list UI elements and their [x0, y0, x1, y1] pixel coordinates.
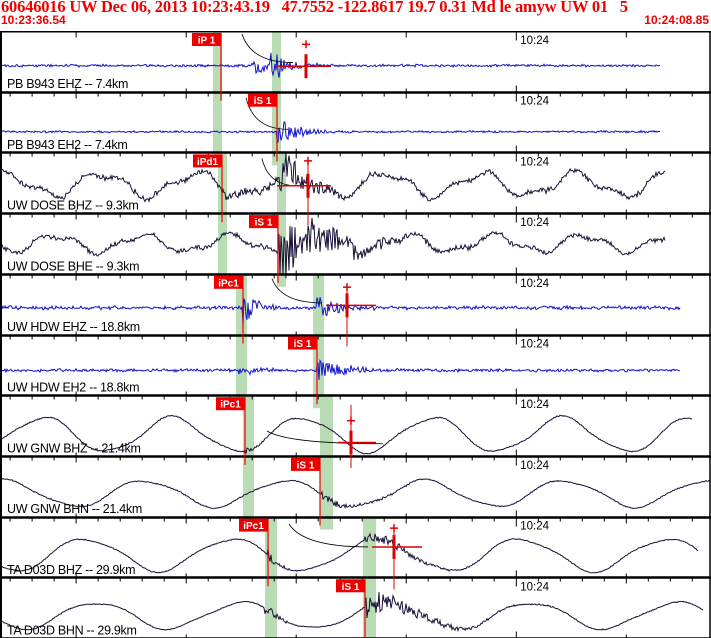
- pick-flag[interactable]: iS 1: [336, 579, 366, 638]
- pick-window-band: [320, 396, 333, 469]
- trace-row[interactable]: [1, 278, 681, 325]
- trace-row[interactable]: [1, 218, 666, 279]
- pick-label: iPc1: [220, 400, 241, 411]
- pick-window-band: [213, 32, 222, 105]
- window-end-time: 10:24:08.85: [644, 13, 709, 27]
- pick-label: iPd1: [197, 157, 219, 168]
- pick-flag[interactable]: iP 1: [192, 33, 222, 101]
- pick-flag[interactable]: iPc1: [239, 518, 269, 587]
- trace-row[interactable]: [1, 153, 666, 203]
- predicted-arrival-curve: [271, 278, 323, 304]
- station-channel-label: UW GNW BHZ -- 21.4km: [7, 441, 141, 455]
- station-channel-label: UW HDW EH2 -- 18.8km: [7, 381, 139, 395]
- pick-window-band: [363, 517, 376, 591]
- pick-window-band: [320, 456, 333, 530]
- station-channel-label: UW HDW EHZ -- 18.8km: [7, 320, 140, 334]
- pick-label: iS 1: [255, 218, 273, 229]
- trace-row[interactable]: [1, 478, 711, 510]
- pick-window-band: [313, 274, 324, 348]
- trace-row[interactable]: [2, 592, 704, 633]
- amplitude-marker: [372, 524, 422, 590]
- pick-label: iS 1: [254, 96, 272, 107]
- predicted-arrival-curve: [241, 33, 294, 63]
- panel-time-label: 10:24: [520, 399, 549, 411]
- station-channel-label: UW DOSE BHZ -- 9.3km: [7, 199, 139, 213]
- panel-time-label: 10:24: [520, 278, 549, 290]
- seismogram-waveform: [1, 121, 661, 143]
- station-channel-label: PB B943 EH2 -- 7.4km: [7, 138, 127, 152]
- seismogram-waveform: [1, 478, 711, 510]
- pick-flag[interactable]: iPd1: [193, 154, 223, 223]
- station-channel-label: TA D03D BHZ -- 29.9km: [7, 563, 135, 577]
- event-header: 60646016 UW Dec 06, 2013 10:23:43.19 47.…: [1, 0, 628, 16]
- seismogram-waveform: [1, 52, 661, 78]
- pick-window-band: [213, 92, 222, 166]
- amplitude-marker: [326, 283, 376, 347]
- panel-time-label: 10:24: [520, 96, 549, 108]
- waveform-display[interactable]: 10:24 iP 1 PB B943 EHZ -- 7.4km 10:24 iS 1 PB…: [0, 31, 711, 638]
- pick-window-band: [277, 214, 286, 287]
- station-channel-label: UW GNW BHN -- 21.4km: [7, 502, 142, 516]
- pick-window-band: [218, 214, 227, 287]
- pick-flag[interactable]: iPc1: [216, 397, 246, 465]
- amplitude-marker: [338, 404, 376, 468]
- station-channel-label: PB B943 EHZ -- 7.4km: [7, 77, 128, 91]
- pick-flag[interactable]: iPc1: [214, 275, 244, 344]
- station-channel-label: UW DOSE BHE -- 9.3km: [7, 259, 139, 273]
- seismogram-waveform: [1, 359, 681, 381]
- predicted-arrival-curve: [266, 430, 384, 445]
- pick-label: iPc1: [218, 278, 239, 289]
- pick-flag[interactable]: iS 1: [248, 93, 278, 162]
- trace-row[interactable]: [1, 359, 681, 381]
- pick-label: iS 1: [297, 460, 315, 471]
- seismogram-waveform: [1, 297, 681, 325]
- panel-time-label: 10:24: [520, 339, 549, 351]
- station-channel-label: TA D03D BHN -- 29.9km: [7, 624, 137, 638]
- trace-row[interactable]: [1, 33, 661, 78]
- seismogram-waveform: [1, 218, 666, 279]
- seismogram-waveform: [1, 153, 666, 203]
- panel-time-label: 10:24: [520, 581, 549, 593]
- pick-label: iPc1: [243, 521, 264, 532]
- pick-flag[interactable]: iS 1: [291, 457, 321, 526]
- pick-label: iS 1: [294, 339, 312, 350]
- panel-time-label: 10:24: [520, 460, 549, 472]
- window-start-time: 10:23:36.54: [1, 13, 66, 27]
- panel-time-label: 10:24: [520, 521, 549, 533]
- panel-time-label: 10:24: [520, 217, 549, 229]
- pick-window-band: [236, 274, 247, 348]
- pick-label: iS 1: [342, 582, 360, 593]
- predicted-arrival-curve: [245, 97, 289, 130]
- trace-row[interactable]: [1, 523, 699, 574]
- panel-time-label: 10:24: [520, 35, 549, 47]
- pick-window-band: [243, 396, 254, 469]
- amplitude-marker: [277, 156, 331, 226]
- panel-time-label: 10:24: [520, 156, 549, 168]
- pick-flag[interactable]: iS 1: [288, 336, 318, 405]
- pick-label: iP 1: [198, 36, 216, 47]
- pick-flag[interactable]: iS 1: [249, 215, 279, 283]
- trace-row[interactable]: [1, 97, 661, 143]
- seismogram-waveform: [2, 592, 704, 633]
- predicted-arrival-curve: [288, 523, 369, 548]
- amplitude-marker: [277, 40, 331, 79]
- seismogram-waveform: [1, 532, 699, 574]
